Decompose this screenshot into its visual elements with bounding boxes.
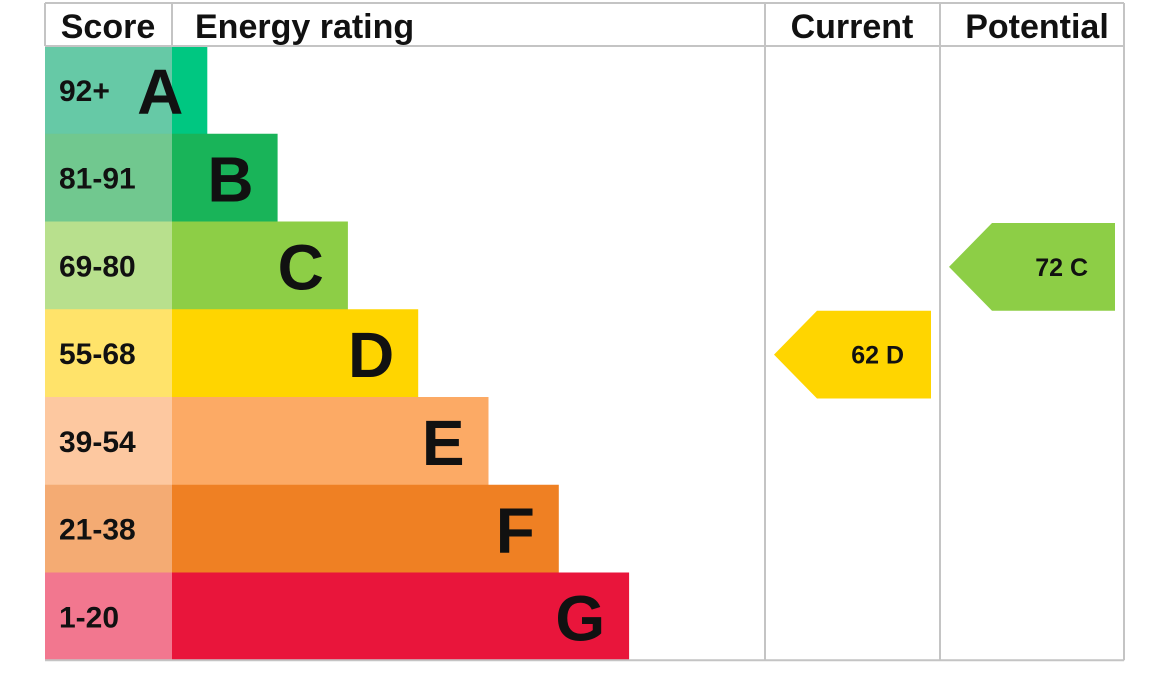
band-letter-e: E xyxy=(422,407,465,479)
score-cell-b xyxy=(45,133,172,222)
band-bar-b xyxy=(172,133,278,222)
score-cell-a xyxy=(45,46,172,135)
current-arrow xyxy=(774,310,931,399)
score-cell-c xyxy=(45,221,172,310)
potential-rating-label: 72 C xyxy=(1035,254,1088,282)
band-bar-e xyxy=(172,397,489,486)
band-letter-g: G xyxy=(555,582,605,654)
header-current: Current xyxy=(791,8,914,46)
band-bar-a xyxy=(172,46,208,135)
current-rating-label: 62 D xyxy=(851,342,904,370)
score-range-d: 55-68 xyxy=(59,338,136,371)
header-potential: Potential xyxy=(965,8,1109,46)
header-energy-rating: Energy rating xyxy=(195,8,414,46)
header-layer: Score Energy rating Current Potential xyxy=(61,8,1109,46)
score-cell-e xyxy=(45,397,172,486)
bands-layer: 92+ A 81-91 B 69-80 C 55-68 D 39-54 E 21-38 F 1-20 G xyxy=(45,46,630,661)
arrows-layer: 62 D 72 C xyxy=(774,223,1115,399)
band-bar-c xyxy=(172,221,348,310)
band-bar-g xyxy=(172,572,630,661)
header-score: Score xyxy=(61,8,156,46)
grid-layer xyxy=(44,2,1125,662)
band-letter-b: B xyxy=(207,144,253,216)
score-range-f: 21-38 xyxy=(59,514,136,547)
band-bar-d xyxy=(172,309,419,398)
score-range-b: 81-91 xyxy=(59,163,136,196)
potential-arrow xyxy=(949,223,1115,311)
score-cell-f xyxy=(45,484,172,573)
score-range-g: 1-20 xyxy=(59,601,119,634)
score-range-c: 69-80 xyxy=(59,250,136,283)
score-range-e: 39-54 xyxy=(59,426,136,459)
band-letter-c: C xyxy=(278,231,324,303)
band-letter-f: F xyxy=(496,495,535,567)
band-letter-a: A xyxy=(137,56,183,128)
score-cell-g xyxy=(45,572,172,661)
score-range-a: 92+ xyxy=(59,75,110,108)
band-bar-f xyxy=(172,484,559,573)
score-cell-d xyxy=(45,309,172,398)
band-letter-d: D xyxy=(348,319,394,391)
